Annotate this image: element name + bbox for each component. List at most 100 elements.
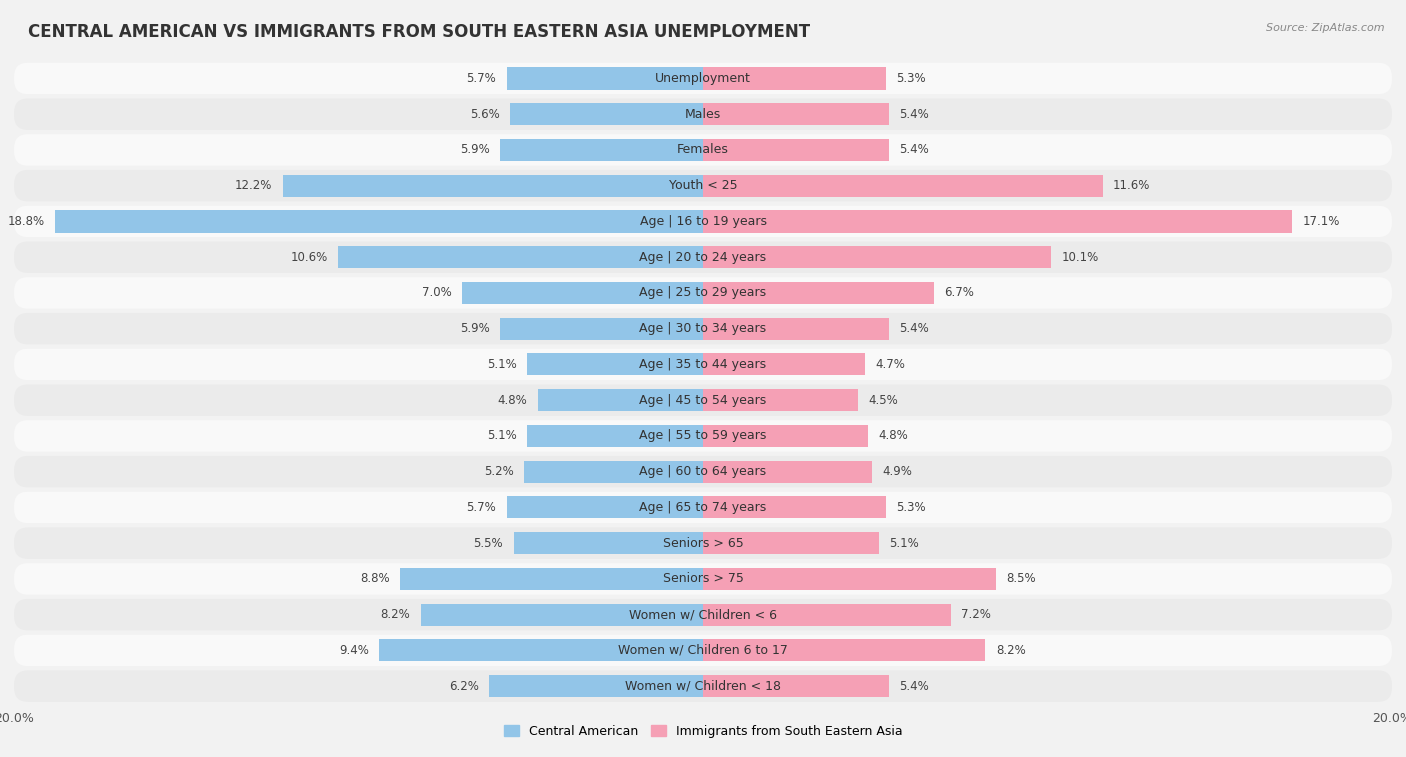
Bar (703, 175, 1102, 197)
Text: 5.1%: 5.1% (889, 537, 918, 550)
Bar (380, 640, 703, 662)
Text: 5.4%: 5.4% (900, 322, 929, 335)
Bar (703, 67, 886, 89)
Text: 5.7%: 5.7% (467, 72, 496, 85)
Legend: Central American, Immigrants from South Eastern Asia: Central American, Immigrants from South … (499, 720, 907, 743)
Bar (499, 318, 703, 340)
Text: 5.1%: 5.1% (488, 358, 517, 371)
Bar (703, 210, 1292, 232)
Bar (703, 640, 986, 662)
Text: 8.8%: 8.8% (360, 572, 389, 585)
FancyBboxPatch shape (14, 349, 1392, 380)
Text: CENTRAL AMERICAN VS IMMIGRANTS FROM SOUTH EASTERN ASIA UNEMPLOYMENT: CENTRAL AMERICAN VS IMMIGRANTS FROM SOUT… (28, 23, 810, 41)
Bar (510, 103, 703, 125)
Bar (703, 389, 858, 411)
Text: 7.0%: 7.0% (422, 286, 451, 300)
Bar (703, 532, 879, 554)
Text: 12.2%: 12.2% (235, 179, 273, 192)
Text: 6.2%: 6.2% (450, 680, 479, 693)
Bar (420, 603, 703, 626)
Bar (537, 389, 703, 411)
Bar (703, 675, 889, 697)
Text: 9.4%: 9.4% (339, 644, 368, 657)
FancyBboxPatch shape (14, 206, 1392, 237)
Text: 5.1%: 5.1% (488, 429, 517, 442)
Bar (703, 139, 889, 161)
Bar (703, 354, 865, 375)
Bar (499, 139, 703, 161)
Text: Age | 45 to 54 years: Age | 45 to 54 years (640, 394, 766, 407)
FancyBboxPatch shape (14, 563, 1392, 595)
FancyBboxPatch shape (14, 277, 1392, 309)
Text: 5.7%: 5.7% (467, 501, 496, 514)
Text: 5.2%: 5.2% (484, 465, 513, 478)
Text: Women w/ Children < 6: Women w/ Children < 6 (628, 608, 778, 621)
Bar (703, 425, 869, 447)
Text: Age | 20 to 24 years: Age | 20 to 24 years (640, 251, 766, 263)
FancyBboxPatch shape (14, 385, 1392, 416)
FancyBboxPatch shape (14, 170, 1392, 201)
FancyBboxPatch shape (14, 634, 1392, 666)
Text: 4.8%: 4.8% (879, 429, 908, 442)
Text: 5.4%: 5.4% (900, 107, 929, 120)
Text: 6.7%: 6.7% (945, 286, 974, 300)
Bar (489, 675, 703, 697)
Bar (703, 103, 889, 125)
FancyBboxPatch shape (14, 599, 1392, 631)
Text: Seniors > 65: Seniors > 65 (662, 537, 744, 550)
Bar (283, 175, 703, 197)
Bar (506, 497, 703, 519)
Text: Age | 65 to 74 years: Age | 65 to 74 years (640, 501, 766, 514)
FancyBboxPatch shape (14, 528, 1392, 559)
Text: 4.5%: 4.5% (869, 394, 898, 407)
Text: Unemployment: Unemployment (655, 72, 751, 85)
Text: Age | 25 to 29 years: Age | 25 to 29 years (640, 286, 766, 300)
Text: 5.9%: 5.9% (460, 143, 489, 157)
Text: 18.8%: 18.8% (8, 215, 45, 228)
Text: 4.7%: 4.7% (875, 358, 905, 371)
Text: 8.5%: 8.5% (1007, 572, 1036, 585)
Text: 8.2%: 8.2% (995, 644, 1025, 657)
Text: 7.2%: 7.2% (962, 608, 991, 621)
Text: 5.6%: 5.6% (470, 107, 499, 120)
Bar (703, 246, 1050, 268)
Text: 8.2%: 8.2% (381, 608, 411, 621)
Bar (337, 246, 703, 268)
Text: Source: ZipAtlas.com: Source: ZipAtlas.com (1267, 23, 1385, 33)
Text: Seniors > 75: Seniors > 75 (662, 572, 744, 585)
FancyBboxPatch shape (14, 134, 1392, 166)
Text: 5.3%: 5.3% (896, 501, 925, 514)
Bar (703, 568, 995, 590)
Bar (703, 318, 889, 340)
Bar (513, 532, 703, 554)
Text: 4.9%: 4.9% (882, 465, 912, 478)
Text: 11.6%: 11.6% (1114, 179, 1150, 192)
Bar (461, 282, 703, 304)
Bar (399, 568, 703, 590)
Text: Females: Females (678, 143, 728, 157)
Text: 10.6%: 10.6% (290, 251, 328, 263)
Bar (524, 460, 703, 483)
FancyBboxPatch shape (14, 241, 1392, 273)
Text: Youth < 25: Youth < 25 (669, 179, 737, 192)
Text: Age | 30 to 34 years: Age | 30 to 34 years (640, 322, 766, 335)
Text: Women w/ Children 6 to 17: Women w/ Children 6 to 17 (619, 644, 787, 657)
Text: 5.5%: 5.5% (474, 537, 503, 550)
Bar (703, 497, 886, 519)
Bar (703, 282, 934, 304)
Text: 17.1%: 17.1% (1302, 215, 1340, 228)
Bar (527, 354, 703, 375)
FancyBboxPatch shape (14, 98, 1392, 130)
FancyBboxPatch shape (14, 313, 1392, 344)
Text: Males: Males (685, 107, 721, 120)
Text: Women w/ Children < 18: Women w/ Children < 18 (626, 680, 780, 693)
Text: 4.8%: 4.8% (498, 394, 527, 407)
Text: 5.4%: 5.4% (900, 143, 929, 157)
Text: Age | 55 to 59 years: Age | 55 to 59 years (640, 429, 766, 442)
FancyBboxPatch shape (14, 492, 1392, 523)
Text: Age | 35 to 44 years: Age | 35 to 44 years (640, 358, 766, 371)
Bar (703, 603, 950, 626)
FancyBboxPatch shape (14, 63, 1392, 94)
Text: 5.9%: 5.9% (460, 322, 489, 335)
Text: 5.3%: 5.3% (896, 72, 925, 85)
